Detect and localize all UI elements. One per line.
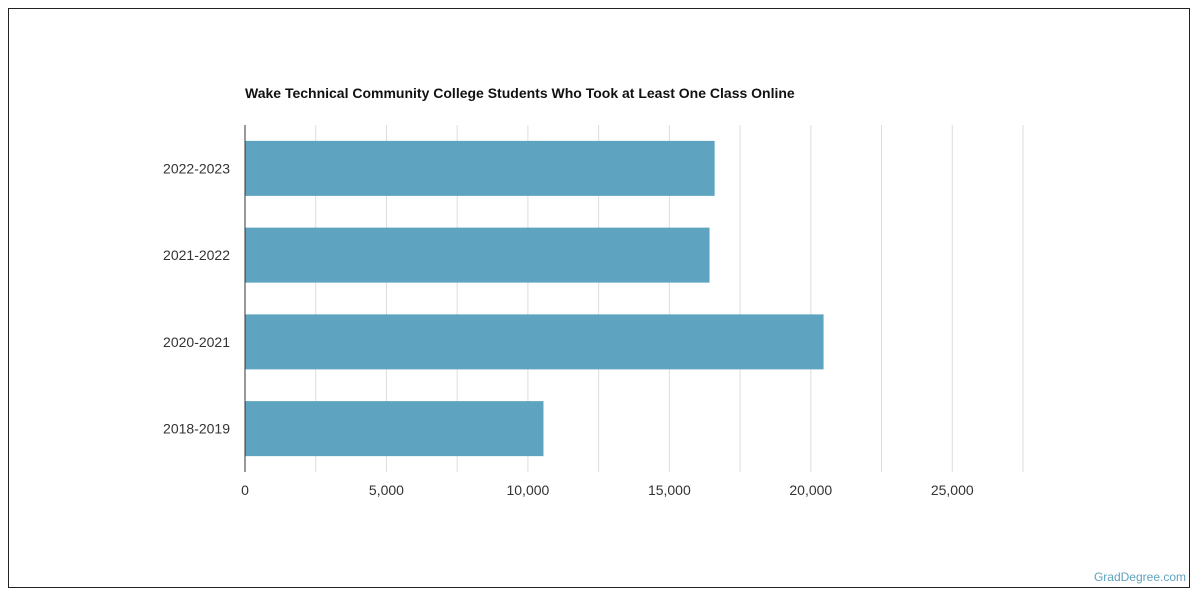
bar [245,140,715,196]
x-tick-label: 5,000 [369,482,404,498]
x-tick-label: 0 [241,482,249,498]
chart-title: Wake Technical Community College Student… [245,85,795,101]
bar [245,227,710,283]
category-label: 2022-2023 [163,160,230,176]
bar [245,314,824,370]
x-tick-label: 25,000 [931,482,974,498]
x-tick-label: 15,000 [648,482,691,498]
bar [245,401,544,457]
x-tick-label: 20,000 [789,482,832,498]
x-tick-label: 10,000 [506,482,549,498]
category-label: 2018-2019 [163,421,230,437]
category-label: 2020-2021 [163,334,230,350]
watermark-text[interactable]: GradDegree.com [1093,570,1186,584]
category-label: 2021-2022 [163,247,230,263]
